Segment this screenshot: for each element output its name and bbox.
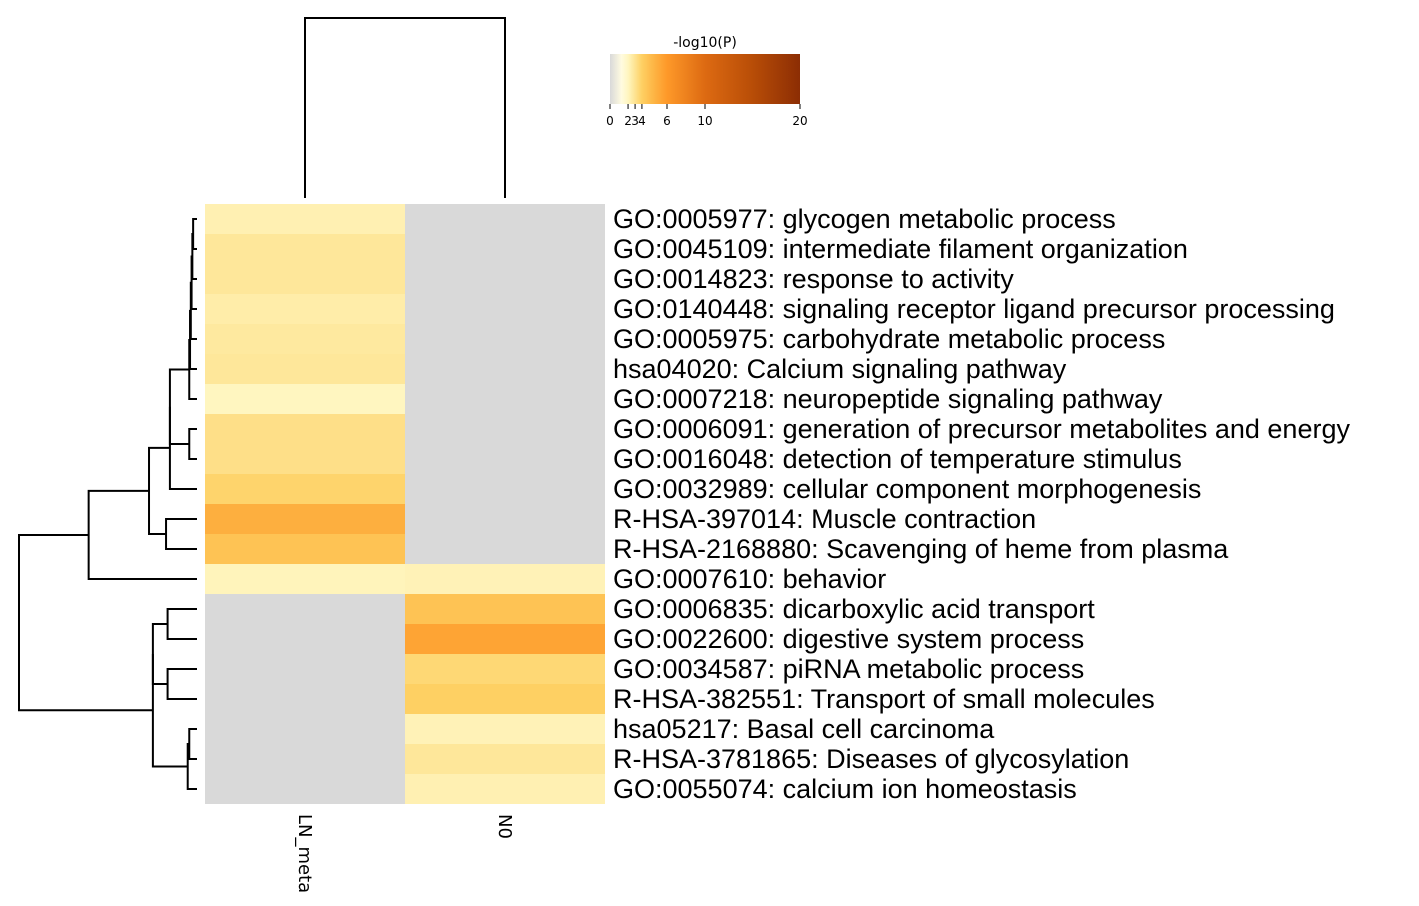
heatmap-cell <box>205 234 405 264</box>
dendrogram-link <box>151 623 168 685</box>
dendrogram-link <box>192 218 197 250</box>
heatmap-cell <box>205 714 405 744</box>
colorbar: -log10(P) 0 2 3 4 6 10 20 <box>606 35 807 128</box>
heatmap-cell <box>205 654 405 684</box>
colorbar-gradient <box>610 54 800 104</box>
row-label: R-HSA-382551: Transport of small molecul… <box>613 684 1155 714</box>
heatmap-cell <box>405 744 605 774</box>
dendrogram-link <box>190 255 197 310</box>
heatmap-cell <box>405 594 605 624</box>
heatmap-cell <box>405 534 605 564</box>
heatmap-cell <box>205 354 405 384</box>
heatmap-cell <box>405 204 605 234</box>
row-label: GO:0005975: carbohydrate metabolic proce… <box>613 324 1165 354</box>
heatmap-cell <box>405 234 605 264</box>
row-label: hsa05217: Basal cell carcinoma <box>613 714 995 744</box>
row-dendrogram <box>18 218 197 790</box>
heatmap-cell <box>205 774 405 804</box>
dendrogram-link <box>304 17 506 198</box>
heatmap-cell <box>405 414 605 444</box>
heatmap-cell <box>405 384 605 414</box>
row-label: GO:0034587: piRNA metabolic process <box>613 654 1084 684</box>
colorbar-tick-label: 2 <box>624 114 632 128</box>
heatmap-cell <box>405 714 605 744</box>
heatmap-cell <box>405 504 605 534</box>
dendrogram-link <box>166 608 197 640</box>
heatmap-cell <box>405 444 605 474</box>
colorbar-tick-label: 0 <box>606 114 614 128</box>
row-label: GO:0006091: generation of precursor meta… <box>613 414 1350 444</box>
column-label: N0 <box>494 814 515 839</box>
dendrogram-link <box>168 368 190 445</box>
dendrogram-link <box>87 489 197 580</box>
dendrogram-link <box>188 428 197 460</box>
heatmap-cell <box>205 534 405 564</box>
column-label: LN_meta <box>294 814 315 893</box>
dendrogram-link <box>165 518 197 550</box>
row-label: GO:0055074: calcium ion homeostasis <box>613 774 1077 804</box>
row-label: GO:0022600: digestive system process <box>613 624 1084 654</box>
column-labels: LN_meta N0 <box>294 814 515 893</box>
dendrogram-link <box>18 533 153 712</box>
row-label: R-HSA-2168880: Scavenging of heme from p… <box>613 534 1229 564</box>
row-labels: GO:0005977: glycogen metabolic processGO… <box>613 204 1350 804</box>
dendrogram-link <box>151 654 188 768</box>
heatmap-cell <box>205 204 405 234</box>
row-label: GO:0045109: intermediate filament organi… <box>613 234 1188 264</box>
row-label: hsa04020: Calcium signaling pathway <box>613 354 1067 384</box>
row-label: GO:0032989: cellular component morphogen… <box>613 474 1201 504</box>
row-label: R-HSA-3781865: Diseases of glycosylation <box>613 744 1129 774</box>
heatmap-cell <box>205 594 405 624</box>
heatmap-cell <box>205 684 405 714</box>
row-label: GO:0007610: behavior <box>613 564 886 594</box>
colorbar-tick-label: 6 <box>663 114 671 128</box>
row-label: R-HSA-397014: Muscle contraction <box>613 504 1036 534</box>
heatmap-cell <box>205 264 405 294</box>
colorbar-tick-label: 20 <box>792 114 807 128</box>
heatmap-cell <box>205 294 405 324</box>
dendrogram-link <box>166 668 197 700</box>
colorbar-ticks: 0 2 3 4 6 10 20 <box>606 104 808 128</box>
heatmap-cell <box>405 474 605 504</box>
heatmap-cell <box>205 414 405 444</box>
heatmap-cell <box>405 624 605 654</box>
dendrogram-link <box>191 233 197 280</box>
row-label: GO:0140448: signaling receptor ligand pr… <box>613 294 1335 324</box>
heatmap-cell <box>205 444 405 474</box>
colorbar-title: -log10(P) <box>673 35 737 51</box>
row-label: GO:0016048: detection of temperature sti… <box>613 444 1182 474</box>
row-label: GO:0006835: dicarboxylic acid transport <box>613 594 1095 624</box>
dendrogram-link <box>188 338 197 400</box>
heatmap-cell <box>205 384 405 414</box>
heatmap-cell <box>405 564 605 594</box>
heatmap-cell <box>205 474 405 504</box>
heatmap-cell <box>205 504 405 534</box>
row-label: GO:0007218: neuropeptide signaling pathw… <box>613 384 1163 414</box>
heatmap-cell <box>205 744 405 774</box>
dendrogram-link <box>189 281 197 340</box>
colorbar-tick-label: 3 <box>631 114 639 128</box>
heatmap-cell <box>405 354 605 384</box>
colorbar-tick-label: 10 <box>697 114 712 128</box>
colorbar-tick-label: 4 <box>638 114 646 128</box>
heatmap-cell <box>405 774 605 804</box>
heatmap-cell <box>405 654 605 684</box>
heatmap-cell <box>205 324 405 354</box>
column-dendrogram <box>304 17 506 198</box>
heatmap-cell <box>405 294 605 324</box>
heatmap-cell <box>405 324 605 354</box>
heatmap-cell <box>405 264 605 294</box>
heatmap-cell <box>205 624 405 654</box>
row-label: GO:0014823: response to activity <box>613 264 1014 294</box>
heatmap-cell <box>405 684 605 714</box>
row-label: GO:0005977: glycogen metabolic process <box>613 204 1116 234</box>
dendrogram-link <box>188 728 197 760</box>
heatmap-cell <box>205 564 405 594</box>
heatmap-cells <box>205 204 605 804</box>
dendrogram-link <box>168 406 197 490</box>
